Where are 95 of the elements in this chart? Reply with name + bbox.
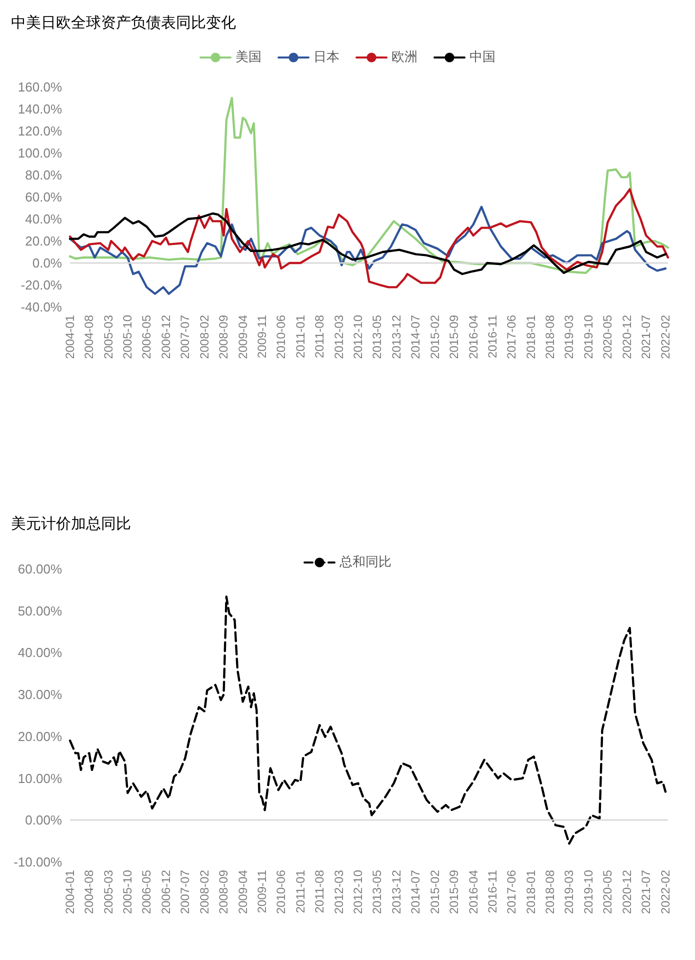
x-tick-label: 2005-03 bbox=[101, 314, 116, 360]
x-tick-label: 2012-03 bbox=[332, 314, 346, 360]
x-tick-label: 2020-05 bbox=[600, 870, 615, 914]
x-tick-label: 2015-02 bbox=[428, 870, 442, 914]
line-series bbox=[68, 96, 670, 274]
x-tick-label: 2018-01 bbox=[524, 870, 538, 914]
x-tick-label: 2018-08 bbox=[543, 870, 558, 914]
y-tick-label: 0.0% bbox=[32, 256, 62, 270]
y-tick-label: 10.00% bbox=[18, 770, 62, 786]
x-tick-label: 2008-09 bbox=[216, 314, 231, 360]
x-tick-label: 2011-08 bbox=[312, 870, 327, 914]
x-tick-label: 2006-05 bbox=[140, 314, 154, 360]
line-series bbox=[68, 212, 667, 276]
y-tick-label: -40.0% bbox=[20, 300, 62, 314]
x-tick-label: 2006-05 bbox=[140, 870, 154, 914]
x-tick-label: 2010-06 bbox=[274, 314, 288, 360]
x-tick-label: 2019-10 bbox=[581, 314, 596, 360]
x-tick-label: 2021-07 bbox=[639, 314, 654, 360]
x-tick-label: 2005-10 bbox=[120, 870, 135, 914]
line-series bbox=[68, 188, 670, 288]
x-tick-label: 2013-05 bbox=[370, 314, 384, 360]
x-tick-label: 2017-06 bbox=[504, 870, 519, 914]
x-tick-label: 2008-02 bbox=[197, 870, 212, 914]
x-tick-label: 2020-05 bbox=[600, 314, 615, 360]
y-tick-label: 60.0% bbox=[25, 190, 62, 204]
x-tick-label: 2009-04 bbox=[236, 314, 250, 360]
x-tick-label: 2013-12 bbox=[389, 314, 404, 360]
x-tick-label: 2016-11 bbox=[486, 870, 500, 914]
x-tick-label: 2004-08 bbox=[82, 314, 96, 360]
x-tick-label: 2017-06 bbox=[504, 314, 519, 360]
legend-label: 美国 bbox=[236, 49, 262, 65]
x-tick-label: 2004-01 bbox=[63, 870, 77, 914]
x-tick-label: 2005-03 bbox=[101, 870, 116, 914]
x-tick-label: 2019-10 bbox=[581, 870, 596, 914]
x-tick-label: 2012-03 bbox=[332, 870, 346, 914]
x-tick-label: 2018-01 bbox=[524, 314, 538, 360]
x-tick-label: 2006-12 bbox=[159, 314, 173, 360]
x-tick-label: 2015-09 bbox=[447, 314, 462, 360]
x-tick-label: 2016-04 bbox=[466, 314, 480, 360]
y-tick-label: 40.0% bbox=[25, 212, 62, 226]
y-tick-label: 20.00% bbox=[18, 728, 62, 744]
x-tick-label: 2016-11 bbox=[486, 314, 500, 358]
x-tick-label: 2022-02 bbox=[658, 314, 672, 360]
x-tick-label: 2015-09 bbox=[447, 870, 462, 914]
y-tick-label: 60.00% bbox=[18, 562, 62, 576]
x-tick-label: 2004-08 bbox=[82, 870, 96, 914]
x-tick-label: 2014-07 bbox=[408, 314, 423, 360]
x-tick-label: 2011-01 bbox=[293, 870, 308, 914]
x-tick-label: 2009-11 bbox=[255, 314, 270, 358]
x-tick-label: 2016-04 bbox=[466, 870, 480, 914]
chart-title: 中美日欧全球资产负债表同比变化 bbox=[11, 14, 236, 32]
x-tick-label: 2013-05 bbox=[370, 870, 384, 914]
x-tick-label: 2011-08 bbox=[312, 314, 327, 358]
y-tick-label: 30.00% bbox=[18, 687, 62, 702]
x-tick-label: 2018-08 bbox=[543, 314, 558, 360]
line-series bbox=[68, 596, 667, 845]
chart-title: 美元计价加总同比 bbox=[11, 514, 131, 532]
x-tick-label: 2009-04 bbox=[236, 870, 250, 914]
y-tick-label: 100.0% bbox=[18, 146, 62, 160]
x-tick-label: 2006-12 bbox=[159, 870, 173, 914]
x-tick-label: 2011-01 bbox=[293, 314, 308, 358]
legend-label: 欧洲 bbox=[392, 50, 418, 65]
legend-label: 中国 bbox=[470, 50, 496, 65]
x-tick-label: 2005-10 bbox=[120, 314, 135, 360]
x-tick-label: 2004-01 bbox=[63, 314, 77, 360]
legend-label: 日本 bbox=[314, 50, 340, 65]
y-tick-label: -10.00% bbox=[14, 854, 62, 870]
legend-label: 总和同比 bbox=[338, 555, 392, 570]
y-tick-label: 120.0% bbox=[18, 124, 62, 138]
y-tick-label: 80.0% bbox=[25, 168, 62, 182]
x-tick-label: 2012-10 bbox=[351, 314, 366, 360]
x-tick-label: 2009-11 bbox=[255, 870, 270, 914]
x-tick-label: 2020-12 bbox=[620, 314, 634, 360]
y-tick-label: -20.0% bbox=[20, 278, 62, 292]
x-tick-label: 2022-02 bbox=[658, 870, 672, 914]
y-tick-label: 40.00% bbox=[18, 645, 62, 660]
x-tick-label: 2014-07 bbox=[408, 870, 423, 914]
x-tick-label: 2021-07 bbox=[639, 870, 654, 914]
x-tick-label: 2013-12 bbox=[389, 870, 404, 914]
x-tick-label: 2019-03 bbox=[562, 870, 576, 914]
x-tick-label: 2008-02 bbox=[197, 314, 212, 360]
x-tick-label: 2019-03 bbox=[562, 314, 576, 360]
x-tick-label: 2015-02 bbox=[428, 314, 442, 360]
y-tick-label: 140.0% bbox=[18, 102, 62, 116]
x-tick-label: 2008-09 bbox=[216, 870, 231, 914]
line-series bbox=[68, 206, 667, 295]
y-tick-label: 20.0% bbox=[25, 234, 62, 248]
x-tick-label: 2007-07 bbox=[178, 870, 192, 914]
y-tick-label: 0.00% bbox=[25, 812, 62, 828]
x-tick-label: 2012-10 bbox=[351, 870, 366, 914]
y-tick-label: 160.0% bbox=[18, 80, 62, 94]
x-tick-label: 2007-07 bbox=[178, 314, 192, 360]
y-tick-label: 50.00% bbox=[18, 603, 62, 618]
x-tick-label: 2010-06 bbox=[274, 870, 288, 914]
x-tick-label: 2020-12 bbox=[620, 870, 634, 914]
